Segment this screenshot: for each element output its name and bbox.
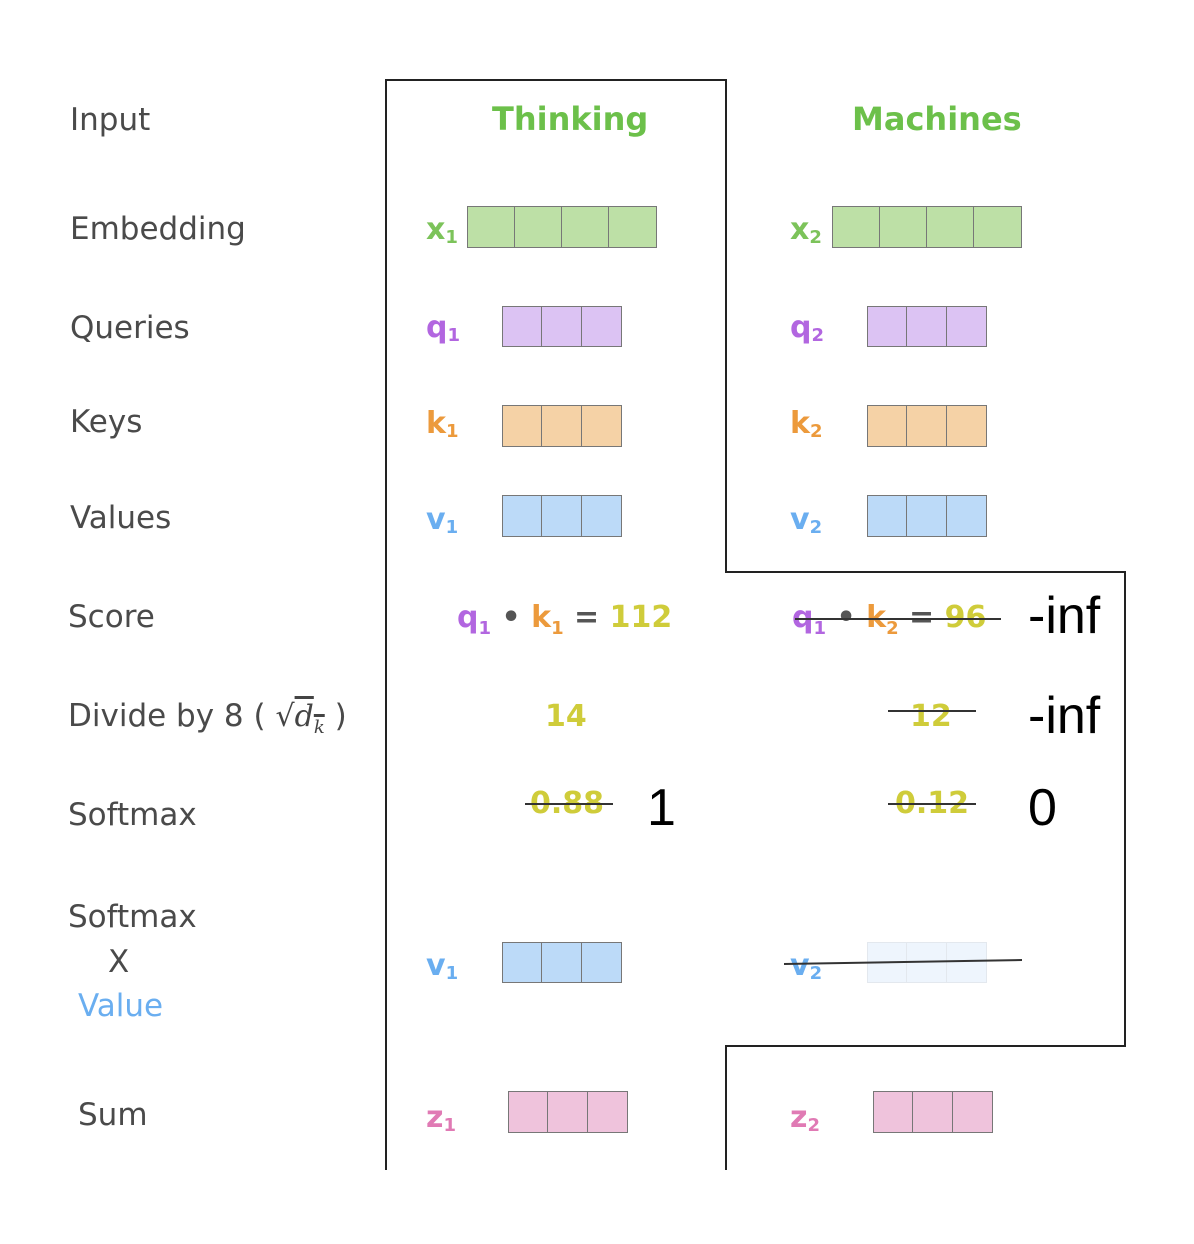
vector-x2 — [832, 206, 1022, 248]
symbol-k2: k2 — [790, 406, 823, 442]
strike-softmax-col2 — [888, 803, 976, 805]
vector-q1 — [502, 306, 622, 347]
vector-q2 — [867, 306, 987, 347]
vector-k1 — [502, 405, 622, 447]
score-col1: q1 • k1 = 112 — [457, 600, 673, 639]
divide-col1: 14 — [545, 699, 587, 734]
symbol-v2-weighted: v2 — [790, 948, 823, 984]
row-label-x: X — [108, 944, 130, 980]
vector-x1 — [467, 206, 657, 248]
word-thinking: Thinking — [492, 100, 649, 138]
divide-col2: 12 — [910, 699, 952, 734]
symbol-k1: k1 — [426, 406, 459, 442]
vector-v1 — [502, 495, 622, 537]
symbol-q2: q2 — [790, 310, 825, 346]
symbol-q1: q1 — [426, 310, 461, 346]
word-machines: Machines — [852, 100, 1022, 138]
strike-v2-weighted — [783, 959, 1023, 965]
row-label-score: Score — [68, 599, 155, 635]
divide-col2-replacement: -inf — [1028, 687, 1101, 745]
symbol-v1: v1 — [426, 502, 459, 538]
row-label-divide: Divide by 8 ( √dk ) — [68, 698, 347, 738]
sqrt-icon: √dk — [275, 699, 325, 738]
strike-score-col2 — [795, 618, 1001, 620]
vector-v1-weighted — [502, 942, 622, 983]
symbol-v2: v2 — [790, 502, 823, 538]
softmax-col1-replacement: 1 — [647, 779, 676, 837]
row-label-input: Input — [70, 102, 151, 138]
vector-z1 — [508, 1091, 628, 1133]
row-label-queries: Queries — [70, 310, 190, 346]
row-label-value: Value — [78, 988, 164, 1024]
symbol-x2: x2 — [790, 212, 822, 248]
symbol-v1-weighted: v1 — [426, 948, 459, 984]
row-label-keys: Keys — [70, 404, 143, 440]
vector-v2 — [867, 495, 987, 537]
vector-k2 — [867, 405, 987, 447]
row-label-softmax-x: Softmax — [68, 899, 197, 935]
row-label-sum: Sum — [78, 1097, 148, 1133]
score-col2-replacement: -inf — [1028, 587, 1101, 645]
symbol-z2: z2 — [790, 1100, 820, 1136]
strike-softmax-col1 — [525, 803, 613, 805]
row-label-softmax: Softmax — [68, 797, 197, 833]
strike-divide-col2 — [888, 710, 976, 712]
score-col2: q1 • k2 = 96 — [792, 600, 987, 639]
symbol-z1: z1 — [426, 1100, 456, 1136]
row-label-values: Values — [70, 500, 172, 536]
softmax-col2-replacement: 0 — [1028, 779, 1057, 837]
symbol-x1: x1 — [426, 212, 458, 248]
row-label-embedding: Embedding — [70, 211, 246, 247]
vector-z2 — [873, 1091, 993, 1133]
